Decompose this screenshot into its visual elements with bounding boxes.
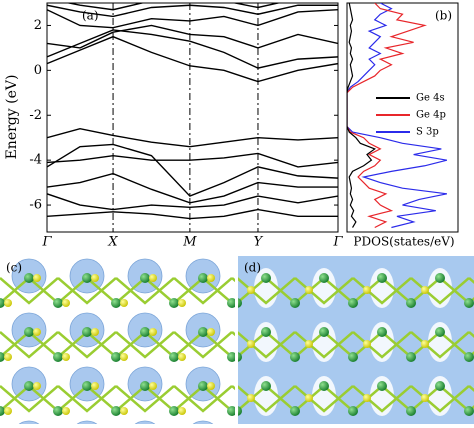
panel-d-image — [238, 256, 474, 424]
pdos-curves — [347, 3, 448, 229]
panel-b-label: (b) — [435, 9, 452, 23]
x-tick-label: X — [107, 235, 118, 250]
band-line — [47, 128, 338, 148]
y-tick-label: 2 — [34, 18, 42, 33]
pdos-line — [347, 3, 448, 229]
panel-a-label: (a) — [82, 9, 99, 23]
x-tick-label: Γ — [41, 235, 52, 250]
band-line — [65, 3, 282, 11]
x-tick-label: Γ — [332, 235, 343, 250]
bands — [47, 3, 338, 220]
legend-label: Ge 4s — [416, 93, 445, 104]
y-tick-label: -4 — [29, 153, 42, 168]
band-line — [47, 172, 338, 204]
axes-frame-a — [46, 2, 339, 233]
panel-c-label: (c) — [6, 261, 22, 275]
band-line — [47, 143, 338, 197]
band-line — [47, 208, 338, 220]
x-tick-label: M — [182, 235, 197, 250]
band-line — [47, 193, 338, 211]
pdos-line — [347, 3, 428, 229]
legend-label: S 3p — [416, 127, 439, 138]
panel-c-image — [0, 256, 235, 424]
y-tick-label: -6 — [29, 198, 42, 213]
panel-d-label: (d) — [244, 261, 261, 275]
x-tick-label: Y — [254, 235, 264, 250]
band-line — [47, 9, 338, 29]
pdos-line — [347, 3, 376, 228]
x-axis-label: PDOS(states/eV) — [353, 235, 454, 249]
band-line — [47, 152, 338, 168]
band-line — [47, 35, 338, 83]
y-tick-label: 0 — [34, 63, 42, 78]
legend-label: Ge 4p — [416, 110, 446, 121]
band-line — [47, 4, 338, 18]
band-line — [47, 29, 338, 69]
band-line — [47, 24, 338, 49]
y-axis-label: Energy (eV) — [4, 75, 20, 160]
y-tick-label: -2 — [29, 108, 42, 123]
